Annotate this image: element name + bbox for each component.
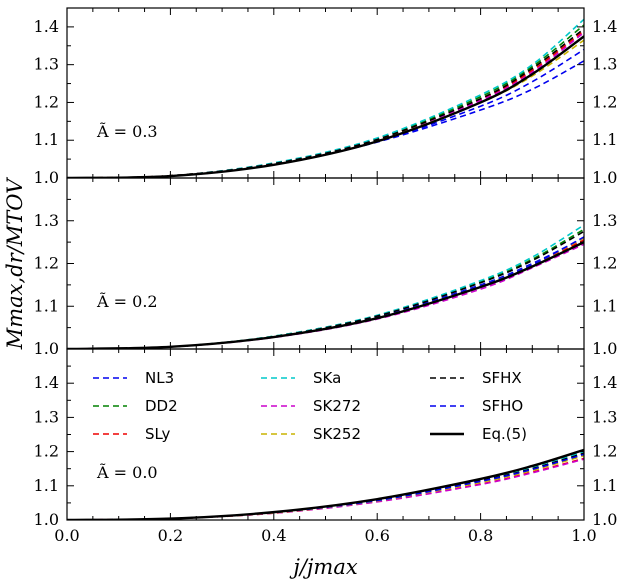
- panel-frame: [66, 177, 585, 350]
- y-tick-label-left: 1.0: [34, 168, 59, 187]
- panel-series-group: [67, 18, 584, 178]
- series-line-sfhx: [67, 230, 584, 349]
- y-tick-label-right: 1.1: [592, 476, 617, 495]
- y-tick-label-right: 1.2: [592, 442, 617, 461]
- y-tick-label-left: 1.4: [34, 17, 59, 36]
- legend-label-sly: SLy: [145, 425, 171, 443]
- y-tick-label-right: 1.3: [592, 55, 617, 74]
- y-tick-label-left: 1.4: [34, 373, 59, 392]
- y-tick-label-left: 1.2: [34, 254, 59, 273]
- y-tick-label-right: 1.4: [592, 17, 617, 36]
- x-tick-label: 0.4: [261, 526, 286, 545]
- y-tick-label-right: 1.2: [592, 92, 617, 111]
- series-line-sk252: [67, 39, 584, 178]
- y-axis-label: Mmax,dr/MTOV: [3, 177, 27, 350]
- x-tick-label: 0.6: [364, 526, 389, 545]
- x-tick-label: 0.0: [54, 526, 79, 545]
- panel-0: 1.0 1.0 1.1 1.1 1.2 1.2 1.3 1.3 1.4 1.4 Ã = 0.3: [34, 7, 617, 187]
- legend-label-sfhx: SFHX: [482, 369, 522, 387]
- panel-annotation: Ã = 0.0: [96, 462, 158, 482]
- y-tick-label-right: 1.1: [592, 130, 617, 149]
- y-tick-label-left: 1.1: [34, 130, 59, 149]
- y-tick-label-right: 1.3: [592, 407, 617, 426]
- series-line-sfho: [67, 48, 584, 178]
- y-tick-label-left: 1.2: [34, 92, 59, 111]
- x-tick-label: 1.0: [571, 526, 596, 545]
- x-tick-label: 0.8: [468, 526, 493, 545]
- panel-annotation: Ã = 0.3: [96, 121, 158, 141]
- panel-1: 1.0 1.0 1.1 1.1 1.2 1.2 1.3 1.3 Ã = 0.2: [34, 177, 617, 358]
- y-tick-label-left: 1.3: [34, 211, 59, 230]
- legend-label-eq-5: Eq.(5): [482, 425, 527, 443]
- y-tick-label-left: 1.0: [34, 510, 59, 529]
- legend: NL3 DD2 SLy SKa SK272 SK252 SFHX SFHO Eq.(5): [93, 369, 527, 443]
- y-tick-label-right: 1.0: [592, 339, 617, 358]
- x-tick-label: 0.2: [158, 526, 183, 545]
- y-tick-label-left: 1.3: [34, 407, 59, 426]
- y-tick-label-right: 1.4: [592, 373, 617, 392]
- panel-series-group: [67, 224, 584, 349]
- series-line-sk272: [67, 31, 584, 178]
- series-line-nl3: [67, 60, 584, 178]
- panel-series-group: [67, 448, 584, 520]
- series-line-eq-5: [67, 35, 584, 178]
- y-tick-label-left: 1.2: [34, 442, 59, 461]
- y-tick-label-right: 1.0: [592, 168, 617, 187]
- series-line-ska: [67, 450, 584, 520]
- legend-label-sk272: SK272: [313, 397, 361, 415]
- series-line-ska: [67, 224, 584, 349]
- y-tick-label-left: 1.1: [34, 476, 59, 495]
- y-tick-label-left: 1.0: [34, 339, 59, 358]
- legend-label-nl3: NL3: [145, 369, 174, 387]
- y-tick-label-right: 1.0: [592, 510, 617, 529]
- y-tick-label-right: 1.3: [592, 211, 617, 230]
- series-line-eq-5: [67, 448, 584, 520]
- y-tick-label-left: 1.3: [34, 55, 59, 74]
- panel-annotation: Ã = 0.2: [96, 291, 158, 311]
- series-line-dd2: [67, 228, 584, 349]
- y-tick-label-right: 1.1: [592, 296, 617, 315]
- x-axis-label: j/jmax: [289, 555, 358, 579]
- y-tick-label-right: 1.2: [592, 254, 617, 273]
- y-tick-label-left: 1.1: [34, 296, 59, 315]
- legend-label-sfho: SFHO: [482, 397, 523, 415]
- panel-2: 1.0 1.0 1.1 1.1 1.2 1.2 1.3 1.3 1.4 1.4 Ã = 0.0: [34, 348, 617, 529]
- legend-label-dd2: DD2: [145, 397, 178, 415]
- legend-label-ska: SKa: [313, 369, 341, 387]
- legend-label-sk252: SK252: [313, 425, 361, 443]
